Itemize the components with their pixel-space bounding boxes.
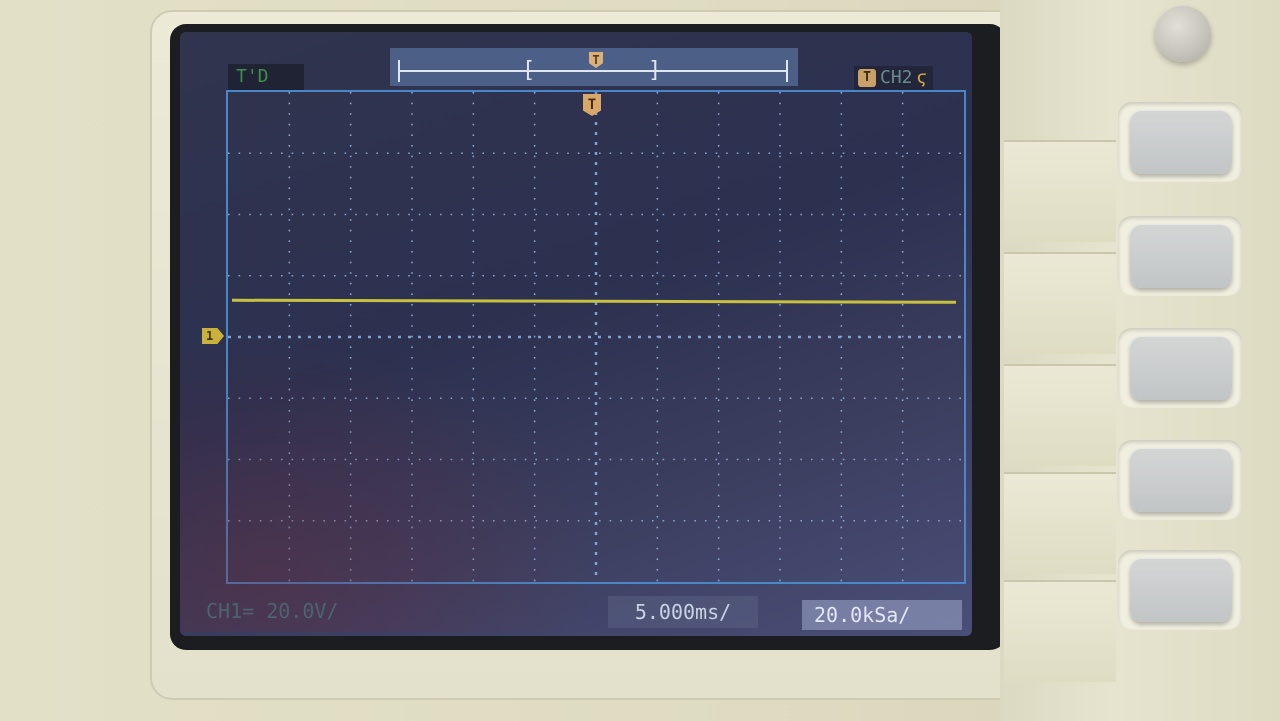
softkey-divider-4 bbox=[1004, 472, 1116, 574]
trigger-status: T'D bbox=[228, 64, 304, 90]
rising-edge-icon: ϛ bbox=[916, 67, 928, 88]
memory-end-cap bbox=[786, 60, 788, 82]
memory-position-bar: [ ] T bbox=[390, 48, 798, 86]
view-window-right-bracket: ] bbox=[648, 58, 662, 83]
readout-bar: CH1= 20.0V/ 5.000ms/ 20.0kSa/ bbox=[180, 592, 972, 632]
trigger-source-label: CH2 bbox=[880, 67, 913, 88]
view-window-left-bracket: [ bbox=[522, 58, 536, 83]
channel-scale-readout: CH1= 20.0V/ bbox=[206, 599, 339, 623]
softkey-divider-2 bbox=[1004, 252, 1116, 354]
trigger-pointer-icon: T bbox=[583, 94, 601, 116]
softkey-2-button[interactable] bbox=[1130, 224, 1232, 288]
oscilloscope-display: T'D [ ] T T CH2 ϛ T 1 CH1= 20.0V/ 5.000m… bbox=[180, 32, 972, 636]
memory-trigger-marker: T bbox=[589, 52, 603, 68]
panel-knob[interactable] bbox=[1155, 6, 1211, 62]
timebase-readout: 5.000ms/ bbox=[608, 596, 758, 628]
sample-rate-readout: 20.0kSa/ bbox=[802, 600, 962, 630]
softkey-divider-5 bbox=[1004, 580, 1116, 682]
trigger-source-indicator: T CH2 ϛ bbox=[854, 66, 934, 90]
softkey-1-button[interactable] bbox=[1130, 110, 1232, 174]
channel-1-waveform-trace bbox=[231, 298, 957, 304]
graticule-svg bbox=[228, 92, 964, 582]
softkey-5-button[interactable] bbox=[1130, 558, 1232, 622]
trigger-position-pointer: T bbox=[583, 94, 601, 128]
softkey-4-button[interactable] bbox=[1130, 448, 1232, 512]
softkey-divider-3 bbox=[1004, 364, 1116, 466]
trigger-badge-icon: T bbox=[858, 69, 876, 87]
waveform-graticule bbox=[226, 90, 966, 584]
memory-start-cap bbox=[398, 60, 400, 82]
softkey-divider-1 bbox=[1004, 140, 1116, 242]
softkey-3-button[interactable] bbox=[1130, 336, 1232, 400]
channel-1-ground-marker: 1 bbox=[202, 328, 224, 344]
memory-rail bbox=[398, 70, 788, 72]
